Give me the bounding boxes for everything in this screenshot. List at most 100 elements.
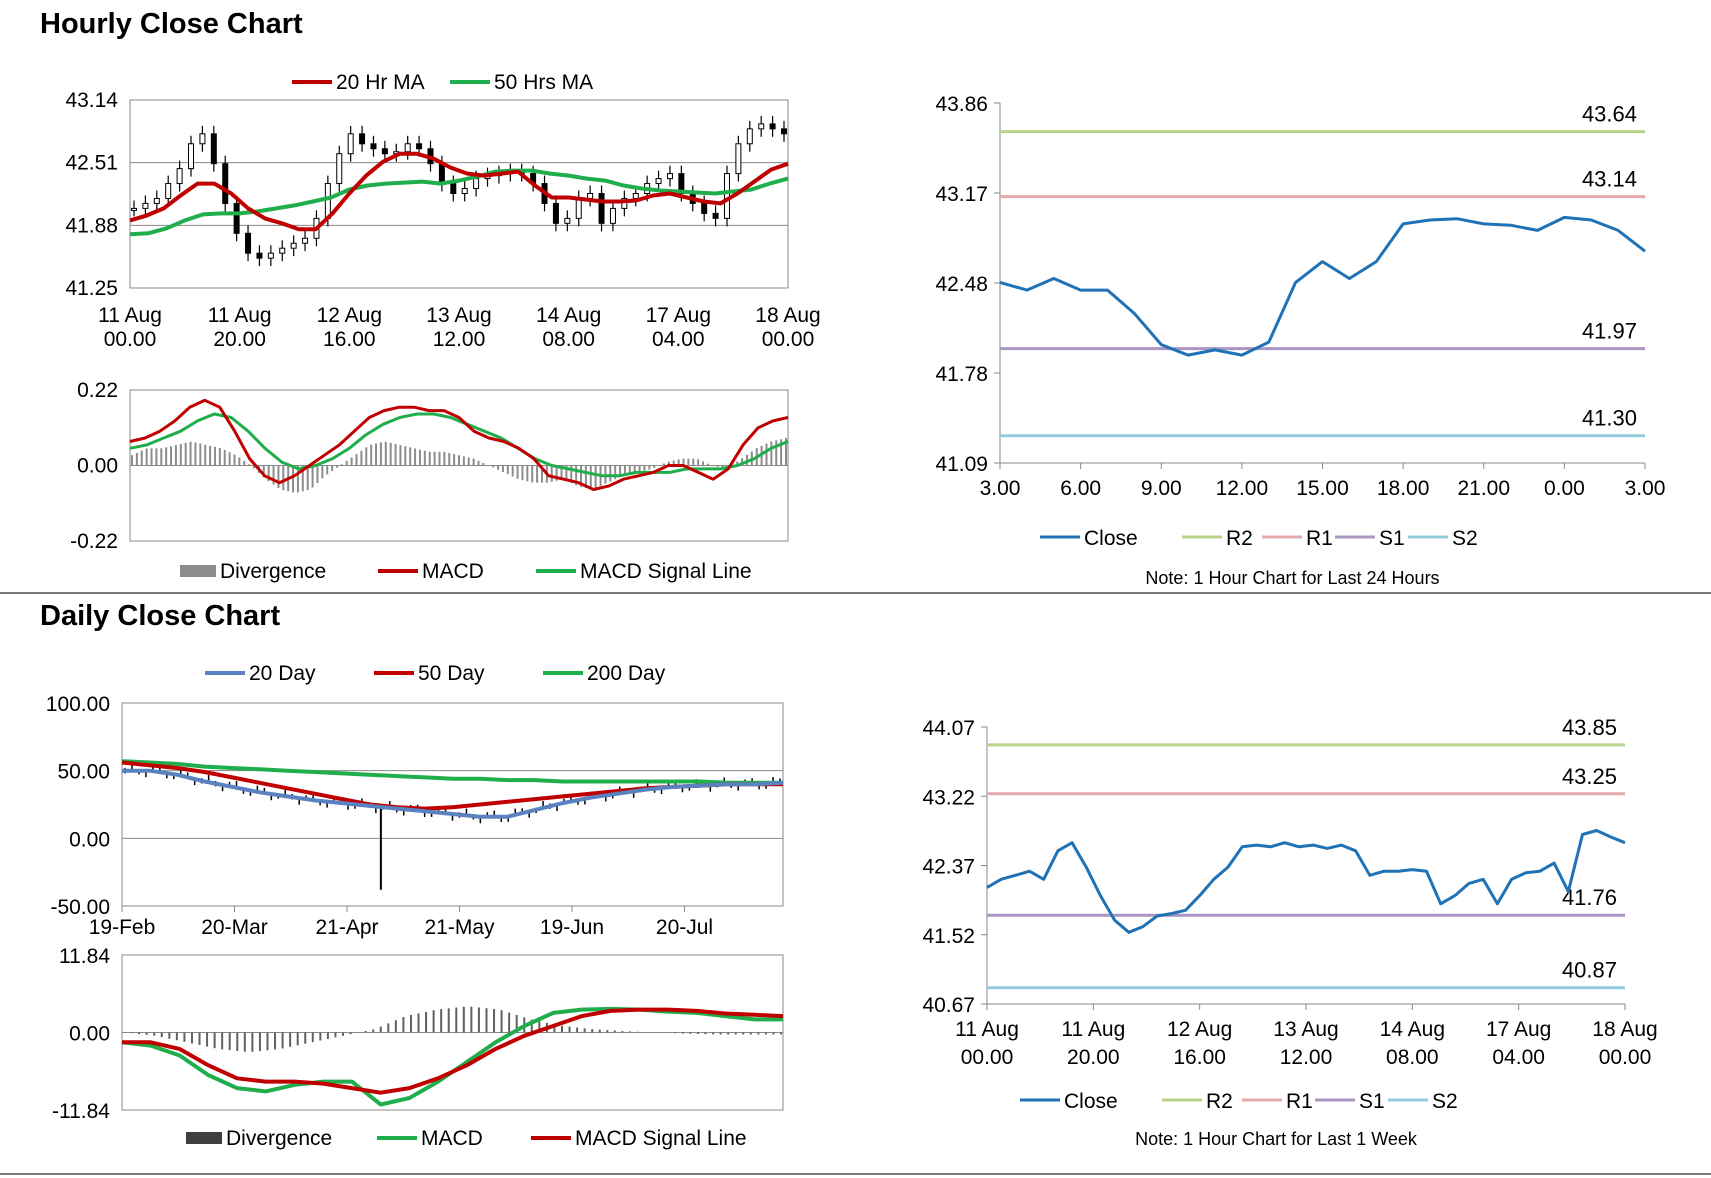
- hourly-candle-body: [701, 202, 708, 214]
- hourly-24h-legend-label-1: R2: [1226, 527, 1253, 550]
- hourly-1week-x-tick-time: 00.00: [1599, 1046, 1652, 1069]
- hourly-candle-body: [621, 197, 628, 209]
- hourly-1week-legend-label-1: R2: [1206, 1090, 1233, 1113]
- hourly-1week-x-tick-date: 17 Aug: [1486, 1018, 1551, 1041]
- hourly-24h-legend-label-0: Close: [1084, 527, 1138, 550]
- hourly-24h-level-r1-label: 43.14: [1582, 167, 1637, 192]
- section-divider: [0, 592, 1711, 594]
- hourly-candle-body: [336, 153, 343, 185]
- daily-price-y-tick: -50.00: [50, 896, 110, 919]
- hourly-24h-y-tick: 41.78: [935, 363, 988, 386]
- hourly-candle-body: [324, 183, 331, 219]
- daily-price-x-tick: 20-Jul: [656, 916, 713, 939]
- hourly-1week-x-tick-date: 18 Aug: [1592, 1018, 1657, 1041]
- daily-macd-legend-label-1: MACD: [421, 1127, 483, 1150]
- hourly-24h-x-tick: 0.00: [1544, 477, 1585, 500]
- daily-price-x-tick: 21-Apr: [315, 916, 378, 939]
- hourly-candle-body: [347, 133, 354, 155]
- hourly-24h-x-tick: 6.00: [1060, 477, 1101, 500]
- hourly-24h-x-tick: 9.00: [1141, 477, 1182, 500]
- hourly-candle-body: [609, 207, 616, 224]
- hourly-close-chart-title: Hourly Close Chart: [40, 8, 303, 40]
- hourly-24h-close-line: [999, 215, 1646, 357]
- hourly-price-y-tick: 42.51: [65, 152, 118, 175]
- hourly-24h-level-s2-label: 41.30: [1582, 406, 1637, 431]
- hourly-candle-body: [153, 197, 160, 204]
- hourly-candle-body: [199, 133, 206, 145]
- hourly-candle-body: [188, 143, 195, 170]
- daily-price-x-tick: 21-May: [424, 916, 495, 939]
- hourly-1week-level-s1-label: 41.76: [1562, 885, 1617, 910]
- hourly-price-legend-label-1: 50 Hrs MA: [494, 71, 593, 94]
- hourly-24h-y-tick: 42.48: [935, 273, 988, 296]
- hourly-macd-y-tick: 0.22: [77, 379, 118, 402]
- hourly-1week-x-tick-date: 11 Aug: [955, 1018, 1019, 1041]
- daily-price-y-tick: 0.00: [69, 828, 110, 851]
- hourly-24h-legend-label-3: S1: [1379, 527, 1405, 550]
- daily-macd-legend-label-2: MACD Signal Line: [575, 1127, 747, 1150]
- hourly-price-y-tick: 41.25: [65, 277, 118, 300]
- hourly-price-x-tick-date: 14 Aug: [536, 304, 601, 327]
- hourly-candle-body: [233, 202, 240, 234]
- hourly-24h-x-tick: 18.00: [1377, 477, 1430, 500]
- daily-price-x-tick: 19-Jun: [540, 916, 604, 939]
- hourly-1week-x-tick-time: 20.00: [1067, 1046, 1120, 1069]
- hourly-1week-y-tick: 43.22: [922, 786, 975, 809]
- hourly-24h-legend-label-2: R1: [1306, 527, 1333, 550]
- hourly-1week-y-tick: 42.37: [922, 856, 975, 879]
- daily-20day-line: [122, 768, 784, 819]
- daily-macd-legend-swatch-0: [186, 1132, 222, 1144]
- hourly-candle-body: [359, 133, 366, 145]
- hourly-price-x-tick-time: 20.00: [213, 328, 266, 351]
- hourly-candle-body: [416, 143, 423, 150]
- hourly-1week-x-tick-time: 04.00: [1492, 1046, 1545, 1069]
- daily-price-x-tick: 19-Feb: [89, 916, 156, 939]
- hourly-price-x-tick-time: 16.00: [323, 328, 376, 351]
- hourly-candle-body: [746, 128, 753, 145]
- hourly-1week-y-tick: 44.07: [922, 717, 975, 740]
- hourly-1week-x-tick-date: 14 Aug: [1380, 1018, 1445, 1041]
- hourly-candle-body: [735, 143, 742, 175]
- hourly-price-x-tick-date: 12 Aug: [317, 304, 382, 327]
- hourly-1week-legend-label-2: R1: [1286, 1090, 1313, 1113]
- bottom-divider: [0, 1173, 1711, 1175]
- hourly-1week-note: Note: 1 Hour Chart for Last 1 Week: [1135, 1129, 1418, 1149]
- daily-macd-legend-label-0: Divergence: [226, 1127, 332, 1150]
- hourly-candle-body: [564, 217, 571, 224]
- hourly-candle-body: [370, 143, 377, 150]
- hourly-candle-body: [769, 123, 776, 130]
- hourly-1week-x-tick-time: 08.00: [1386, 1046, 1439, 1069]
- daily-price-x-tick: 20-Mar: [201, 916, 268, 939]
- hourly-macd-legend-label-2: MACD Signal Line: [580, 560, 752, 583]
- daily-price-y-tick: 100.00: [46, 693, 110, 716]
- hourly-candle-body: [245, 232, 252, 254]
- daily-200day-line: [121, 759, 783, 785]
- daily-price-y-tick: 50.00: [57, 761, 110, 784]
- hourly-candle-body: [210, 133, 217, 165]
- hourly-24h-x-tick: 12.00: [1216, 477, 1269, 500]
- hourly-1week-y-tick: 40.67: [922, 994, 975, 1017]
- hourly-price-x-tick-date: 11 Aug: [98, 304, 162, 327]
- daily-macd-y-tick: 0.00: [69, 1023, 110, 1046]
- daily-price-legend-label-0: 20 Day: [249, 662, 316, 685]
- hourly-price-x-tick-time: 00.00: [762, 328, 815, 351]
- hourly-candle-body: [632, 193, 639, 199]
- hourly-24h-x-tick: 3.00: [980, 477, 1021, 500]
- hourly-candle-body: [781, 128, 787, 135]
- daily-price-legend-label-2: 200 Day: [587, 662, 666, 685]
- daily-close-chart-title: Daily Close Chart: [40, 600, 281, 632]
- hourly-candle-body: [222, 163, 229, 204]
- hourly-24h-x-tick: 21.00: [1457, 477, 1510, 500]
- hourly-macd-legend-label-1: MACD: [422, 560, 484, 583]
- hourly-price-x-tick-time: 00.00: [104, 328, 157, 351]
- hourly-candle-body: [256, 252, 263, 259]
- hourly-24h-y-tick: 41.09: [935, 453, 988, 476]
- hourly-price-y-tick: 43.14: [65, 89, 118, 112]
- hourly-candle-body: [142, 202, 149, 209]
- hourly-ma50-line: [129, 168, 789, 237]
- daily-macd-y-tick: -11.84: [52, 1100, 110, 1123]
- hourly-macd-legend-label-0: Divergence: [220, 560, 326, 583]
- hourly-candle-body: [404, 143, 411, 153]
- hourly-24h-x-tick: 3.00: [1625, 477, 1666, 500]
